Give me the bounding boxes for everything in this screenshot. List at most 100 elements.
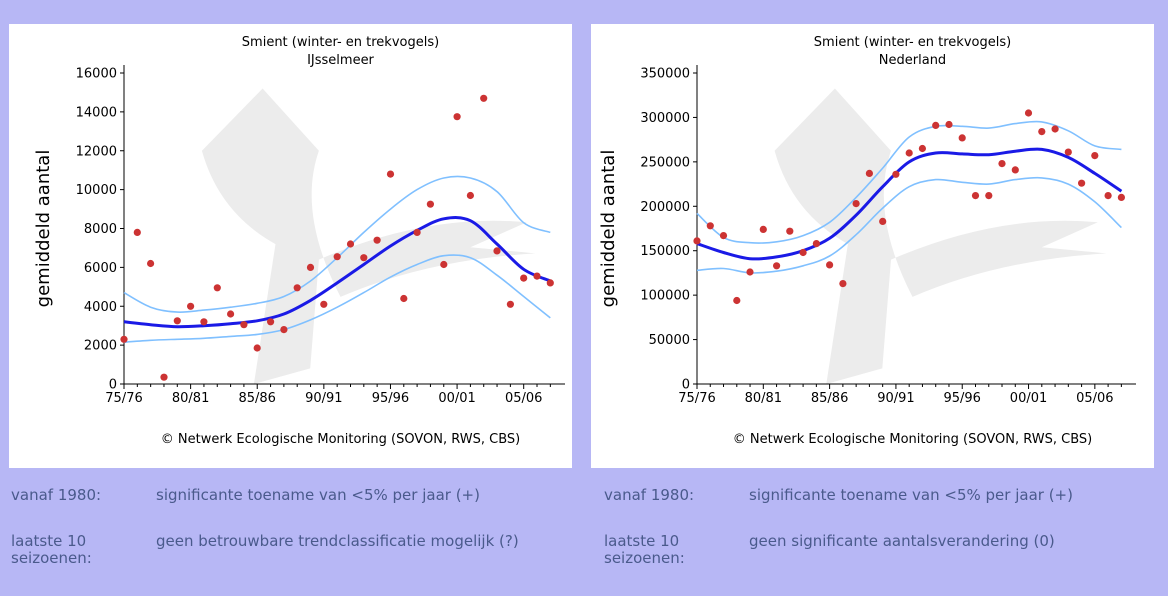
y-axis-label: gemiddeld aantal bbox=[33, 150, 54, 308]
data-point bbox=[200, 318, 208, 326]
data-point bbox=[839, 280, 847, 288]
y-tick-label: 16000 bbox=[76, 67, 117, 82]
data-point bbox=[706, 222, 714, 230]
data-point bbox=[373, 236, 381, 244]
chart-panel-ijsselmeer: Smient (winter- en trekvogels) IJsselmeer… bbox=[9, 24, 572, 468]
x-tick-label: 85/86 bbox=[811, 391, 848, 406]
data-point bbox=[360, 254, 368, 262]
data-point bbox=[320, 300, 328, 308]
bird-watermark-shape bbox=[774, 88, 1107, 384]
x-tick-label: 00/01 bbox=[1010, 391, 1047, 406]
x-tick-label: 75/76 bbox=[678, 391, 715, 406]
y-tick-label: 8000 bbox=[84, 222, 117, 237]
chart-subtitle: IJsselmeer bbox=[307, 53, 374, 68]
trend-row-last-10-seasons: laatste 10 seizoenen: geen betrouwbare t… bbox=[11, 533, 581, 579]
y-tick-label: 4000 bbox=[84, 300, 117, 315]
data-point bbox=[333, 253, 341, 261]
data-point bbox=[173, 317, 181, 325]
y-tick-label: 100000 bbox=[640, 289, 690, 304]
x-tick-label: 95/96 bbox=[943, 391, 980, 406]
data-point bbox=[892, 170, 900, 178]
trend-row-since-1980: vanaf 1980: significante toename van <5%… bbox=[11, 487, 581, 533]
data-point bbox=[440, 260, 448, 269]
data-point bbox=[985, 192, 993, 200]
data-point bbox=[1117, 193, 1125, 201]
data-point bbox=[466, 191, 474, 200]
y-tick-label: 200000 bbox=[640, 200, 690, 215]
y-tick-label: 0 bbox=[109, 378, 117, 393]
x-tick-label: 90/91 bbox=[877, 391, 914, 406]
x-tick-label: 05/06 bbox=[505, 391, 542, 406]
bird-watermark-shape bbox=[201, 88, 536, 384]
bird-watermark-icon bbox=[774, 88, 1107, 384]
data-point bbox=[480, 94, 488, 102]
data-point bbox=[1038, 128, 1046, 136]
trend-label: vanaf 1980: bbox=[11, 486, 102, 504]
data-point bbox=[971, 192, 980, 200]
chart-subtitle: Nederland bbox=[879, 53, 946, 68]
data-point bbox=[147, 259, 155, 268]
trend-value: significante toename van <5% per jaar (+… bbox=[749, 486, 1073, 504]
x-tick-label: 90/91 bbox=[305, 391, 342, 406]
data-point bbox=[240, 321, 248, 329]
data-point bbox=[386, 170, 395, 178]
y-tick-label: 300000 bbox=[640, 111, 690, 126]
data-point bbox=[280, 326, 288, 334]
data-point bbox=[1091, 152, 1099, 160]
y-tick-label: 50000 bbox=[649, 333, 690, 348]
data-point bbox=[693, 237, 701, 245]
data-point bbox=[306, 263, 315, 271]
data-point bbox=[879, 217, 887, 225]
data-point bbox=[400, 294, 408, 303]
data-point bbox=[493, 247, 501, 255]
y-tick-label: 0 bbox=[682, 378, 690, 393]
data-point bbox=[1024, 109, 1033, 117]
data-point bbox=[120, 335, 128, 343]
y-tick-label: 350000 bbox=[640, 67, 690, 82]
chart-title: Smient (winter- en trekvogels) bbox=[814, 35, 1011, 50]
data-point bbox=[160, 373, 168, 381]
trend-value: significante toename van <5% per jaar (+… bbox=[156, 486, 480, 504]
data-point bbox=[1011, 166, 1019, 174]
trend-label: vanaf 1980: bbox=[604, 486, 695, 504]
confidence-lower-line bbox=[123, 254, 551, 343]
confidence-upper-line bbox=[123, 175, 551, 313]
trend-row-since-1980: vanaf 1980: significante toename van <5%… bbox=[604, 487, 1168, 533]
data-point bbox=[426, 200, 434, 208]
data-point bbox=[1064, 148, 1072, 156]
data-point bbox=[958, 134, 966, 142]
data-point bbox=[865, 169, 873, 177]
data-point bbox=[932, 121, 940, 129]
chart-nederland: Smient (winter- en trekvogels) Nederland g… bbox=[598, 35, 1136, 447]
trend-value: geen betrouwbare trendclassificatie moge… bbox=[156, 532, 519, 550]
data-point bbox=[506, 300, 514, 308]
data-point bbox=[905, 149, 913, 157]
data-point bbox=[227, 310, 235, 318]
data-point bbox=[998, 160, 1006, 168]
data-point bbox=[719, 232, 728, 240]
data-point bbox=[533, 272, 541, 280]
data-point bbox=[746, 268, 754, 276]
data-point bbox=[253, 344, 261, 352]
x-tick-label: 05/06 bbox=[1076, 391, 1113, 406]
trend-value: geen significante aantalsverandering (0) bbox=[749, 532, 1055, 550]
y-axis-label: gemiddeld aantal bbox=[598, 150, 619, 308]
data-point bbox=[812, 240, 820, 248]
x-tick-label: 00/01 bbox=[438, 391, 475, 406]
data-point bbox=[293, 284, 301, 292]
data-point bbox=[133, 228, 141, 236]
trend-info-ijsselmeer: vanaf 1980: significante toename van <5%… bbox=[11, 487, 581, 579]
x-tick-label: 80/81 bbox=[172, 391, 209, 406]
data-point bbox=[945, 120, 953, 129]
data-point bbox=[1104, 192, 1112, 200]
chart-title: Smient (winter- en trekvogels) bbox=[242, 35, 439, 50]
copyright-footer: © Netwerk Ecologische Monitoring (SOVON,… bbox=[733, 432, 1092, 447]
copyright-footer: © Netwerk Ecologische Monitoring (SOVON,… bbox=[161, 432, 520, 447]
confidence-lower-line bbox=[696, 176, 1122, 274]
data-point bbox=[852, 200, 860, 208]
data-point bbox=[773, 262, 781, 270]
data-point bbox=[799, 248, 807, 257]
x-tick-label: 95/96 bbox=[372, 391, 409, 406]
data-point bbox=[346, 240, 355, 248]
data-point bbox=[213, 284, 221, 292]
